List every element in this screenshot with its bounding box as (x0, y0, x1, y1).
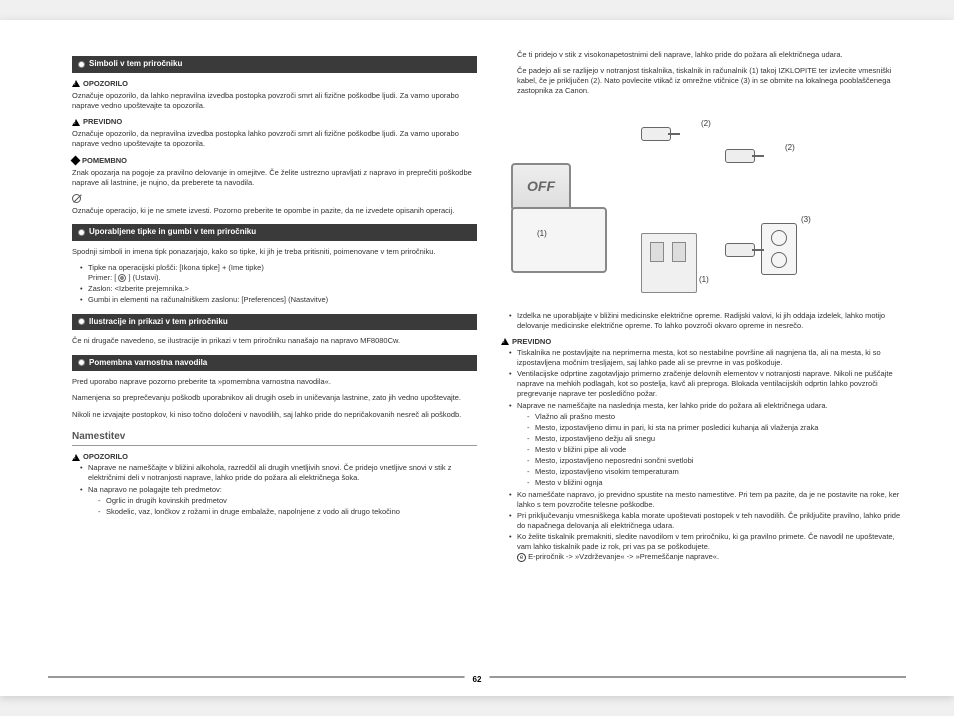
plug-icon (641, 127, 683, 147)
section-title: Ilustracije in prikazi v tem priročniku (89, 317, 228, 328)
unplug-figure: OFF (1) (2) (2) (1) (3) (501, 103, 906, 303)
important-label: POMEMBNO (82, 156, 127, 166)
list-item: Tiskalnika ne postavljajte na neprimerna… (509, 348, 906, 368)
paragraph: Označuje operacijo, ki je ne smete izves… (72, 206, 477, 216)
stop-key-icon (118, 274, 126, 282)
list-text: Ko želite tiskalnik premakniti, sledite … (517, 532, 895, 551)
list-item: Ko želite tiskalnik premakniti, sledite … (509, 532, 906, 562)
prohibit-icon (72, 194, 81, 203)
emanual-icon: e (517, 553, 526, 562)
caution-label: PREVIDNO (83, 117, 122, 127)
sub-item: Skodelic, vaz, lončkov z rožami in druge… (98, 507, 477, 517)
page-number: 62 (465, 675, 490, 684)
section-title: Uporabljene tipke in gumbi v tem priročn… (89, 227, 256, 238)
list-item: Naprave ne nameščajte na naslednja mesta… (509, 401, 906, 489)
plug-icon (725, 243, 767, 263)
list-text: Naprave ne nameščajte na naslednja mesta… (517, 401, 828, 410)
plug-icon (725, 149, 767, 169)
list-item: Ventilacijske odprtine zagotavljajo prim… (509, 369, 906, 399)
sub-item: Mesto, izpostavljeno dežju ali snegu (527, 434, 906, 444)
paragraph: Pred uporabo naprave pozorno preberite t… (72, 377, 477, 387)
figure-label-2b: (2) (785, 143, 795, 154)
section-bar-safety: Pomembna varnostna navodila (72, 355, 477, 372)
bullet-list: Tiskalnika ne postavljajte na neprimerna… (501, 348, 906, 563)
page: Simboli v tem priročniku OPOZORILO Označ… (0, 20, 954, 696)
figure-label-1b: (1) (699, 275, 709, 286)
bullet-list: Naprave ne nameščajte v bližini alkohola… (72, 463, 477, 517)
list-item: Na napravo ne polagajte teh predmetov: O… (80, 485, 477, 517)
warning-triangle-icon (501, 338, 509, 345)
sub-item: Mesto, izpostavljeno neposredni sončni s… (527, 456, 906, 466)
warning-triangle-icon (72, 454, 80, 461)
bullet-list: Izdelka ne uporabljajte v bližini medici… (501, 311, 906, 331)
figure-label-3: (3) (801, 215, 811, 226)
paragraph: Označuje opozorilo, da lahko nepravilna … (72, 91, 477, 111)
warning-head: OPOZORILO (72, 452, 477, 462)
figure-label-1: (1) (537, 229, 547, 240)
paragraph: Označuje opozorilo, da nepravilna izvedb… (72, 129, 477, 149)
bullet-icon (78, 359, 85, 366)
printer-screen: OFF (511, 163, 571, 211)
caution-head: PREVIDNO (72, 117, 477, 127)
printer-body-icon (511, 207, 607, 273)
printer-icon: OFF (511, 163, 607, 273)
list-item: Zaslon: <Izberite prejemnika.> (80, 284, 477, 294)
list-text: Tipke na operacijski plošči: [Ikona tipk… (88, 263, 264, 272)
warning-triangle-icon (72, 80, 80, 87)
section-bar-symbols: Simboli v tem priročniku (72, 56, 477, 73)
paragraph: Znak opozarja na pogoje za pravilno delo… (72, 168, 477, 188)
sub-item: Ogrlic in drugih kovinskih predmetov (98, 496, 477, 506)
paragraph: Če padejo ali se razlijejo v notranjost … (501, 66, 906, 96)
warning-triangle-icon (72, 119, 80, 126)
section-title: Simboli v tem priročniku (89, 59, 182, 70)
list-item: Ko nameščate napravo, jo previdno spusti… (509, 490, 906, 510)
list-item: Pri priključevanju vmesniškega kabla mor… (509, 511, 906, 531)
bullet-icon (78, 318, 85, 325)
sub-item: Mesto v bližini ognja (527, 478, 906, 488)
left-column: Simboli v tem priročniku OPOZORILO Označ… (72, 48, 477, 656)
section-bar-illus: Ilustracije in prikazi v tem priročniku (72, 314, 477, 331)
paragraph: Če ni drugače navedeno, se ilustracije i… (72, 336, 477, 346)
list-text: E-priročnik -> »Vzdrževanje« -> »Premešč… (528, 552, 719, 561)
bullet-icon (78, 61, 85, 68)
warning-label: OPOZORILO (83, 452, 128, 462)
paragraph: Spodnji simboli in imena tipk ponazarjaj… (72, 247, 477, 257)
warning-head: OPOZORILO (72, 79, 477, 89)
off-text: OFF (527, 177, 555, 196)
prohibit-row (72, 194, 477, 204)
paragraph: Namenjena so preprečevanju poškodb upora… (72, 393, 477, 403)
list-item: Izdelka ne uporabljajte v bližini medici… (509, 311, 906, 331)
sub-item: Mesto, izpostavljeno dimu in pari, ki st… (527, 423, 906, 433)
example-text: Primer: [ (88, 273, 118, 282)
caution-label: PREVIDNO (512, 337, 551, 347)
list-item: Naprave ne nameščajte v bližini alkohola… (80, 463, 477, 483)
sub-item: Mesto, izpostavljeno visokim temperatura… (527, 467, 906, 477)
list-text: Na napravo ne polagajte teh predmetov: (88, 485, 222, 494)
list-item: Tipke na operacijski plošči: [Ikona tipk… (80, 263, 477, 283)
section-bar-keys: Uporabljene tipke in gumbi v tem priročn… (72, 224, 477, 241)
sub-item: Mesto v bližini pipe ali vode (527, 445, 906, 455)
caution-head: PREVIDNO (501, 337, 906, 347)
sub-item: Vlažno ali prašno mesto (527, 412, 906, 422)
important-diamond-icon (71, 156, 81, 166)
important-head: POMEMBNO (72, 156, 477, 166)
sub-list: Vlažno ali prašno mesto Mesto, izpostavl… (517, 412, 906, 489)
warning-label: OPOZORILO (83, 79, 128, 89)
list-item: Gumbi in elementi na računalniškem zaslo… (80, 295, 477, 305)
sub-list: Ogrlic in drugih kovinskih predmetov Sko… (88, 496, 477, 517)
paragraph: Nikoli ne izvajajte postopkov, ki niso t… (72, 410, 477, 420)
example-text: ] (Ustavi). (129, 273, 161, 282)
paragraph: Če ti pridejo v stik z visokonapetostnim… (501, 50, 906, 60)
bullet-icon (78, 229, 85, 236)
figure-label-2: (2) (701, 119, 711, 130)
printer-backpanel-icon (641, 233, 697, 293)
right-column: Če ti pridejo v stik z visokonapetostnim… (501, 48, 906, 656)
bullet-list: Tipke na operacijski plošči: [Ikona tipk… (72, 263, 477, 306)
install-heading: Namestitev (72, 430, 477, 447)
section-title: Pomembna varnostna navodila (89, 358, 207, 369)
